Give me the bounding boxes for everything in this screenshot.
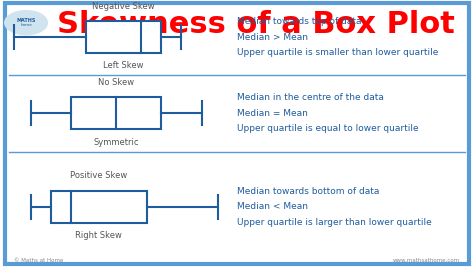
Bar <box>85 21 161 53</box>
Text: Upper quartile is equal to lower quartile: Upper quartile is equal to lower quartil… <box>237 124 419 134</box>
Text: Symmetric: Symmetric <box>93 138 139 147</box>
Text: Median towards top of data: Median towards top of data <box>237 17 362 26</box>
Text: No Skew: No Skew <box>98 78 134 87</box>
Text: Upper quartile is smaller than lower quartile: Upper quartile is smaller than lower qua… <box>237 48 438 57</box>
Text: Negative Skew: Negative Skew <box>92 2 155 11</box>
Text: MATHS: MATHS <box>17 18 36 22</box>
Bar <box>51 191 147 223</box>
Text: www.mathsathome.com: www.mathsathome.com <box>392 258 460 263</box>
Text: Skewness of a Box Plot: Skewness of a Box Plot <box>57 10 455 38</box>
Text: Median > Mean: Median > Mean <box>237 33 308 42</box>
Text: Left Skew: Left Skew <box>103 61 144 70</box>
Text: © Maths at Home: © Maths at Home <box>14 258 64 263</box>
Text: Median = Mean: Median = Mean <box>237 109 308 118</box>
Text: Median towards bottom of data: Median towards bottom of data <box>237 187 379 196</box>
Text: home: home <box>20 23 32 26</box>
Circle shape <box>5 11 47 35</box>
Text: Median < Mean: Median < Mean <box>237 202 308 211</box>
Bar <box>71 97 161 129</box>
Text: Median in the centre of the data: Median in the centre of the data <box>237 93 384 103</box>
Text: Upper quartile is larger than lower quartile: Upper quartile is larger than lower quar… <box>237 218 432 227</box>
Text: Right Skew: Right Skew <box>75 231 122 240</box>
Text: Positive Skew: Positive Skew <box>70 171 128 180</box>
